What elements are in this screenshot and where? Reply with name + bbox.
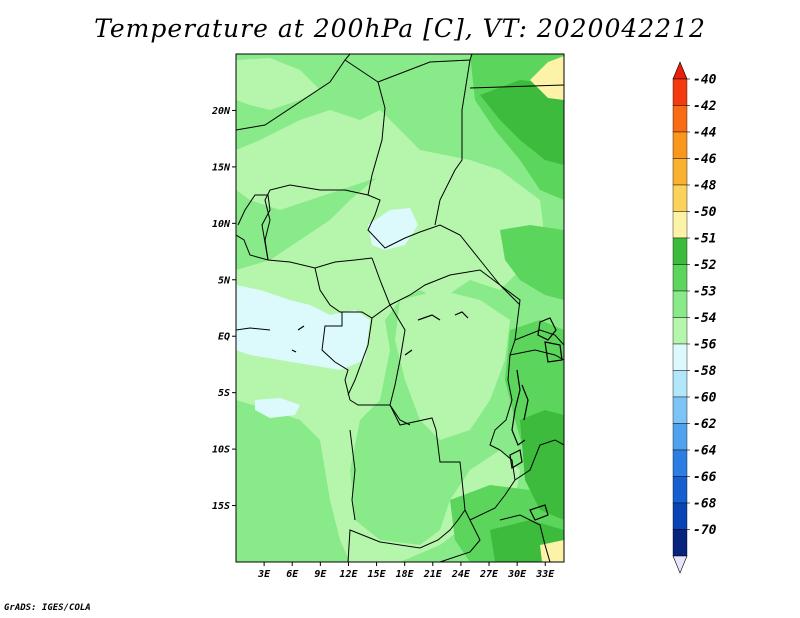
colorbar-swatch	[672, 184, 688, 212]
colorbar-label: -58	[693, 364, 717, 379]
temperature-region-yellow	[540, 540, 564, 562]
lon-tick-label: 9E	[314, 569, 327, 580]
temperature-region-coldest	[236, 285, 370, 370]
lat-tick-label: 20N	[211, 106, 231, 117]
colorbar-label: -40	[693, 73, 717, 88]
colorbar-swatch	[672, 78, 688, 106]
temperature-region-coldest	[255, 398, 300, 418]
temperature-region-yellow	[530, 56, 564, 100]
colorbar-label: -50	[693, 205, 717, 220]
lon-tick-label: 3E	[257, 569, 271, 580]
colorbar-label: -66	[693, 470, 717, 485]
colorbar-swatch	[672, 264, 688, 292]
colorbar-swatch	[672, 131, 688, 159]
temperature-region-lighter	[236, 150, 545, 562]
colorbar-label: -62	[693, 417, 717, 432]
country-borders	[236, 54, 564, 562]
lon-tick-label: 30E	[507, 569, 527, 580]
colorbar-label: -56	[693, 338, 717, 353]
colorbar-swatch	[672, 396, 688, 424]
colorbar-swatch	[672, 476, 688, 504]
lat-tick-label: 5N	[218, 275, 231, 286]
colorbar-swatch	[672, 370, 688, 398]
lon-tick-label: 24E	[451, 569, 471, 580]
colorbar-swatch	[672, 211, 688, 239]
lon-tick-label: 33E	[535, 569, 555, 580]
lat-tick-label: 5S	[218, 388, 230, 399]
colorbar-swatch	[672, 105, 688, 133]
latitude-axis: 20N 15N 10N 5N EQ 5S 10S 15S	[211, 106, 236, 512]
map-frame	[235, 53, 565, 563]
temperature-region-lighter	[236, 58, 320, 110]
colorbar-bottom-arrow	[672, 555, 688, 574]
colorbar-swatch	[672, 502, 688, 530]
lat-tick-label: 15N	[212, 162, 231, 173]
temperature-region-coldest	[368, 208, 418, 250]
colorbar-label: -44	[693, 126, 717, 141]
colorbar-label: -52	[693, 258, 717, 273]
colorbar-label: -42	[693, 99, 717, 114]
temperature-region-warmest-green	[520, 410, 564, 520]
longitude-axis: 3E 6E 9E 12E 15E 18E 21E 24E 27E 30E 33E	[257, 562, 555, 580]
colorbar: -40 -42 -44 -46 -48 -50 -51 -52 -53 -54 -56 -58 -60 -…	[672, 61, 717, 574]
lon-tick-label: 12E	[339, 569, 358, 580]
grads-credit: GrADS: IGES/COLA	[4, 603, 91, 613]
colorbar-label: -70	[693, 523, 717, 538]
colorbar-label: -64	[693, 444, 717, 459]
map-panel	[236, 54, 564, 562]
colorbar-label: -68	[693, 497, 717, 512]
temperature-region-lighter	[236, 110, 420, 210]
colorbar-swatch	[672, 529, 688, 557]
colorbar-swatch	[672, 290, 688, 318]
colorbar-label: -46	[693, 152, 717, 167]
colorbar-label: -48	[693, 179, 717, 194]
temperature-region-warmer	[500, 225, 564, 300]
temperature-region-warmest-green	[480, 80, 564, 165]
colorbar-label: -51	[693, 232, 716, 247]
lon-tick-label: 6E	[286, 569, 299, 580]
colorbar-label: -60	[693, 391, 717, 406]
colorbar-swatch	[672, 237, 688, 265]
lon-tick-label: 15E	[368, 569, 387, 580]
lat-tick-label: EQ	[218, 332, 230, 343]
colorbar-swatch	[672, 423, 688, 451]
colorbar-swatch	[672, 317, 688, 345]
lakes-and-coastlines	[291, 311, 563, 521]
lon-tick-label: 21E	[423, 569, 443, 580]
colorbar-label: -54	[693, 311, 717, 326]
lat-tick-label: 10N	[212, 219, 231, 230]
lon-tick-label: 18E	[396, 569, 415, 580]
colorbar-swatch	[672, 158, 688, 186]
lon-tick-label: 27E	[479, 569, 499, 580]
map-title: Temperature at 200hPa [C], VT: 202004221…	[94, 14, 706, 43]
lat-tick-label: 15S	[212, 501, 230, 512]
colorbar-label: -53	[693, 285, 717, 300]
lat-tick-label: 10S	[212, 445, 230, 456]
colorbar-swatch	[672, 449, 688, 477]
colorbar-swatch	[672, 343, 688, 371]
temperature-region-lighter	[395, 290, 510, 440]
colorbar-top-arrow	[672, 61, 688, 80]
